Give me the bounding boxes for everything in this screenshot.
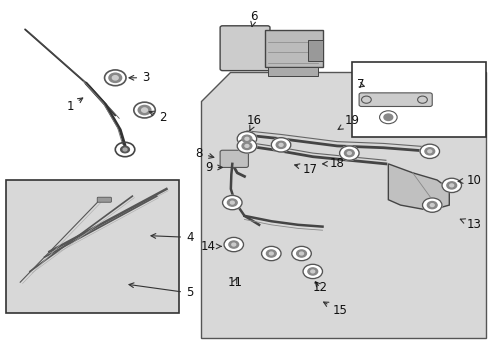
Text: 19: 19	[337, 114, 359, 130]
Text: 14: 14	[200, 240, 221, 253]
FancyBboxPatch shape	[220, 150, 248, 167]
Circle shape	[242, 142, 251, 149]
Circle shape	[237, 139, 256, 153]
Circle shape	[228, 241, 238, 248]
Circle shape	[271, 138, 290, 152]
Circle shape	[291, 246, 311, 261]
Text: 11: 11	[227, 276, 242, 289]
Circle shape	[427, 202, 436, 209]
Text: 17: 17	[294, 163, 317, 176]
Polygon shape	[200, 72, 485, 338]
Circle shape	[427, 150, 431, 153]
Circle shape	[109, 73, 122, 82]
FancyBboxPatch shape	[267, 67, 317, 76]
FancyBboxPatch shape	[5, 180, 178, 313]
Circle shape	[222, 195, 242, 210]
Text: 15: 15	[323, 302, 346, 318]
Circle shape	[227, 199, 237, 206]
Text: 18: 18	[322, 157, 344, 170]
Text: 8: 8	[195, 147, 213, 159]
FancyBboxPatch shape	[264, 30, 322, 67]
Text: 7: 7	[356, 78, 364, 91]
FancyBboxPatch shape	[358, 93, 431, 107]
Circle shape	[242, 135, 251, 142]
Circle shape	[112, 76, 118, 80]
Circle shape	[429, 204, 433, 207]
Circle shape	[446, 182, 456, 189]
Circle shape	[346, 152, 350, 154]
Circle shape	[142, 108, 147, 112]
Text: 5: 5	[129, 283, 193, 300]
Polygon shape	[387, 164, 448, 211]
Circle shape	[339, 146, 358, 160]
Circle shape	[138, 105, 151, 115]
Circle shape	[422, 198, 441, 212]
Text: 9: 9	[205, 161, 222, 174]
Circle shape	[230, 201, 234, 204]
FancyBboxPatch shape	[97, 197, 111, 202]
Circle shape	[424, 148, 434, 155]
Text: 1: 1	[66, 98, 82, 113]
Circle shape	[237, 132, 256, 146]
Circle shape	[449, 184, 453, 187]
FancyBboxPatch shape	[307, 40, 322, 60]
Circle shape	[231, 243, 235, 246]
Circle shape	[266, 250, 276, 257]
FancyBboxPatch shape	[220, 26, 269, 71]
Circle shape	[261, 246, 281, 261]
Circle shape	[123, 148, 127, 151]
Text: 3: 3	[129, 71, 149, 84]
Text: 6: 6	[250, 10, 258, 27]
Circle shape	[269, 252, 273, 255]
Circle shape	[224, 237, 243, 252]
Circle shape	[244, 144, 248, 147]
FancyBboxPatch shape	[351, 62, 485, 137]
Text: 13: 13	[459, 218, 480, 231]
Circle shape	[244, 137, 248, 140]
Circle shape	[310, 270, 314, 273]
Circle shape	[296, 250, 306, 257]
Text: 16: 16	[246, 114, 262, 131]
Circle shape	[279, 143, 283, 146]
Text: 12: 12	[312, 281, 327, 294]
Text: 10: 10	[457, 174, 480, 186]
Circle shape	[276, 141, 285, 148]
Circle shape	[441, 178, 461, 193]
Text: 4: 4	[151, 231, 193, 244]
Circle shape	[383, 114, 392, 121]
Circle shape	[419, 144, 439, 158]
Text: 2: 2	[149, 111, 166, 124]
Circle shape	[303, 264, 322, 279]
Circle shape	[307, 268, 317, 275]
Circle shape	[344, 149, 353, 157]
Circle shape	[121, 146, 129, 153]
Circle shape	[299, 252, 303, 255]
